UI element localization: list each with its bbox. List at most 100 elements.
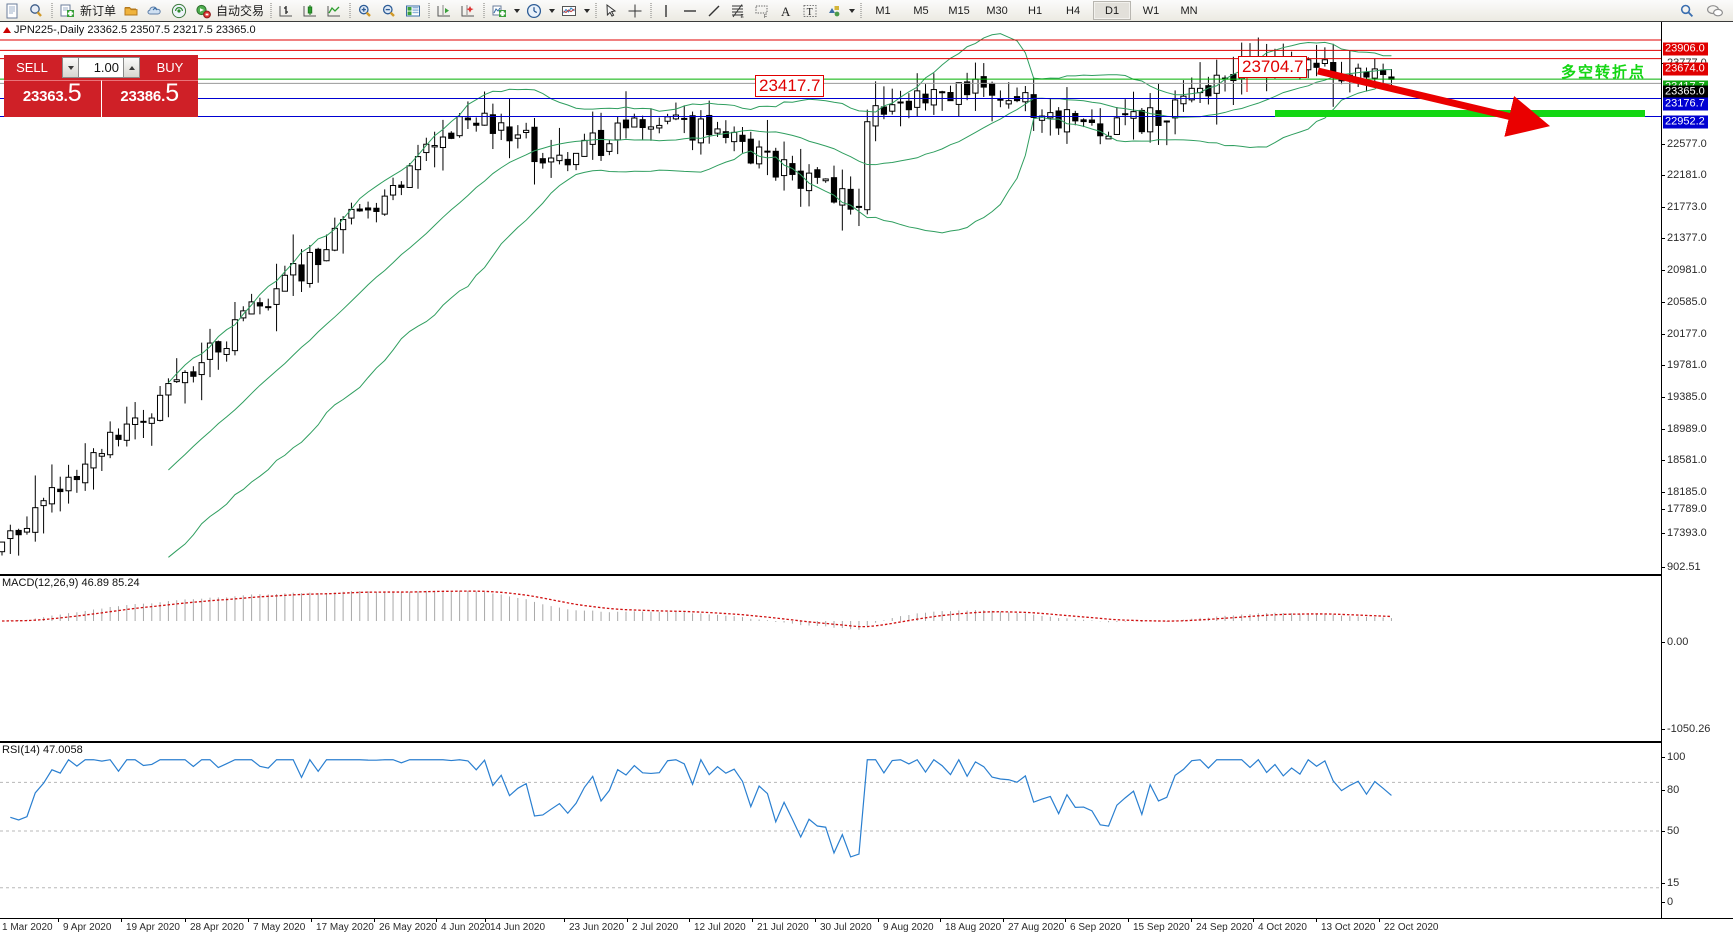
- shapes-icon[interactable]: [822, 1, 846, 21]
- volume-stepper[interactable]: 1.00: [60, 55, 142, 80]
- zoom-in-icon[interactable]: [353, 1, 377, 21]
- chart-shift-icon[interactable]: [401, 1, 425, 21]
- date-tick-2: 19 Apr 2020: [121, 918, 180, 933]
- magnifier-icon[interactable]: [24, 1, 48, 21]
- templates-icon[interactable]: [557, 1, 581, 21]
- sell-price[interactable]: 23363. 5: [4, 80, 102, 117]
- search-icon[interactable]: [1675, 1, 1699, 21]
- date-tick-3: 28 Apr 2020: [185, 918, 244, 933]
- horizontal-line-icon[interactable]: [678, 1, 702, 21]
- chart-plot-area[interactable]: MACD(12,26,9) 46.89 85.24 RSI(14) 47.005…: [0, 22, 1661, 918]
- date-axis[interactable]: 1 Mar 2020 9 Apr 2020 19 Apr 2020 28 Apr 20…: [0, 918, 1733, 936]
- chevron-down-icon[interactable]: [581, 1, 592, 21]
- rsi-tick-15: 15: [1661, 877, 1680, 889]
- chinese-note-turning-point[interactable]: 多空转折点: [1561, 63, 1647, 81]
- price-tick-21773-0: 21773.0: [1662, 201, 1707, 213]
- rsi-tick-0: 0: [1661, 896, 1674, 908]
- auto-scroll-icon[interactable]: [432, 1, 456, 21]
- new-chart-icon[interactable]: [0, 1, 24, 21]
- toolbar-separator: [425, 2, 432, 20]
- sell-button[interactable]: SELL: [4, 55, 60, 80]
- timeframe-h4[interactable]: H4: [1066, 4, 1081, 17]
- price-tick-17789-0: 17789.0: [1662, 503, 1707, 515]
- buy-button[interactable]: BUY: [142, 55, 198, 80]
- date-tick-1: 9 Apr 2020: [58, 918, 111, 933]
- timeframe-w1[interactable]: W1: [1142, 4, 1160, 17]
- pane-separator-rsi: [0, 741, 1661, 743]
- buy-price[interactable]: 23386. 5: [101, 79, 198, 117]
- timeframe-mn[interactable]: MN: [1180, 4, 1198, 17]
- chevron-down-icon[interactable]: [546, 1, 557, 21]
- oct-top-row: SELL 1.00 BUY: [4, 55, 198, 80]
- fibonacci-icon[interactable]: E: [726, 1, 750, 21]
- chat-icon[interactable]: [1703, 1, 1727, 21]
- market-icon[interactable]: [143, 1, 167, 21]
- date-tick-14: 9 Aug 2020: [878, 918, 934, 933]
- toolbar-separator: [857, 2, 864, 20]
- new-order-label[interactable]: 新订单: [80, 4, 117, 18]
- chart-collapse-icon[interactable]: [3, 27, 11, 34]
- new-order-icon[interactable]: [55, 1, 79, 21]
- price-annotation-23704[interactable]: 23704.7: [1238, 56, 1308, 78]
- add-indicator-icon[interactable]: [487, 1, 511, 21]
- chart-symbol-header: JPN225-,Daily 23362.5 23507.5 23217.5 23…: [3, 24, 256, 36]
- folder-icon[interactable]: [119, 1, 143, 21]
- one-click-trading-panel[interactable]: SELL 1.00 BUY 23363. 5 23386. 5: [4, 55, 198, 117]
- chart-window[interactable]: JPN225-,Daily 23362.5 23507.5 23217.5 23…: [0, 21, 1733, 936]
- line-chart-icon[interactable]: [322, 1, 346, 21]
- volume-decrease-button[interactable]: [62, 57, 79, 78]
- chart-graphics: [0, 33, 1661, 889]
- price-tick-18581-0: 18581.0: [1662, 454, 1707, 466]
- date-tick-22: 22 Oct 2020: [1379, 918, 1438, 933]
- buy-price-fraction: 5: [165, 79, 180, 107]
- price-tag-23365: 23365.0: [1663, 85, 1708, 99]
- bar-chart-icon[interactable]: [274, 1, 298, 21]
- price-axis[interactable]: 22577.0 22181.0 21773.0 21377.0 20981.0 20585…: [1661, 22, 1733, 918]
- text-box-icon[interactable]: T: [798, 1, 822, 21]
- date-tick-0: 1 Mar 2020: [2, 922, 53, 933]
- price-tag-23176: 23176.7: [1663, 97, 1708, 111]
- chevron-down-icon[interactable]: [846, 1, 857, 21]
- price-tick-20981-0: 20981.0: [1662, 264, 1707, 276]
- volume-increase-button[interactable]: [123, 57, 140, 78]
- trendline-icon[interactable]: [702, 1, 726, 21]
- chevron-down-icon[interactable]: [511, 1, 522, 21]
- vertical-line-icon[interactable]: [654, 1, 678, 21]
- rsi-tick-50: 50: [1661, 825, 1680, 837]
- timeframe-h1[interactable]: H1: [1028, 4, 1043, 17]
- signals-icon[interactable]: [167, 1, 191, 21]
- rsi-tick-80: 80: [1661, 784, 1680, 796]
- period-separator-icon[interactable]: [522, 1, 546, 21]
- date-tick-17: 6 Sep 2020: [1065, 918, 1121, 933]
- timeframe-m5[interactable]: M5: [913, 4, 929, 17]
- date-tick-4: 7 May 2020: [248, 918, 305, 933]
- toolbar-separator: [346, 2, 353, 20]
- text-icon[interactable]: A: [774, 1, 798, 21]
- pane-separator-macd: [0, 574, 1661, 576]
- price-tag-23674: 23674.0: [1663, 62, 1708, 76]
- date-tick-19: 24 Sep 2020: [1191, 918, 1253, 933]
- text-label-icon[interactable]: F: [750, 1, 774, 21]
- crosshair-icon[interactable]: [623, 1, 647, 21]
- cursor-icon[interactable]: [599, 1, 623, 21]
- price-annotation-23417[interactable]: 23417.7: [755, 75, 825, 97]
- toolbar-separator: [267, 2, 274, 20]
- sell-price-dot: .: [63, 88, 68, 105]
- sell-price-integer: 23363: [22, 88, 64, 105]
- timeframe-m1[interactable]: M1: [875, 4, 891, 17]
- date-tick-12: 21 Jul 2020: [752, 918, 809, 933]
- timeframe-d1[interactable]: D1: [1093, 1, 1132, 20]
- timeframe-m30[interactable]: M30: [986, 4, 1008, 17]
- zoom-out-icon[interactable]: [377, 1, 401, 21]
- chart-symbol-text: JPN225-,Daily 23362.5 23507.5 23217.5 23…: [14, 24, 256, 36]
- sell-price-fraction: 5: [67, 79, 82, 107]
- date-tick-9: 23 Jun 2020: [564, 918, 624, 933]
- macd-tick-0: 902.51: [1662, 561, 1701, 573]
- volume-input[interactable]: 1.00: [79, 57, 123, 78]
- timeframe-m15[interactable]: M15: [948, 4, 970, 17]
- date-tick-7: 4 Jun 2020: [436, 918, 491, 933]
- autotrading-icon[interactable]: [191, 1, 215, 21]
- candlestick-icon[interactable]: [298, 1, 322, 21]
- autotrading-label[interactable]: 自动交易: [216, 4, 265, 18]
- crosshair-data-icon[interactable]: [456, 1, 480, 21]
